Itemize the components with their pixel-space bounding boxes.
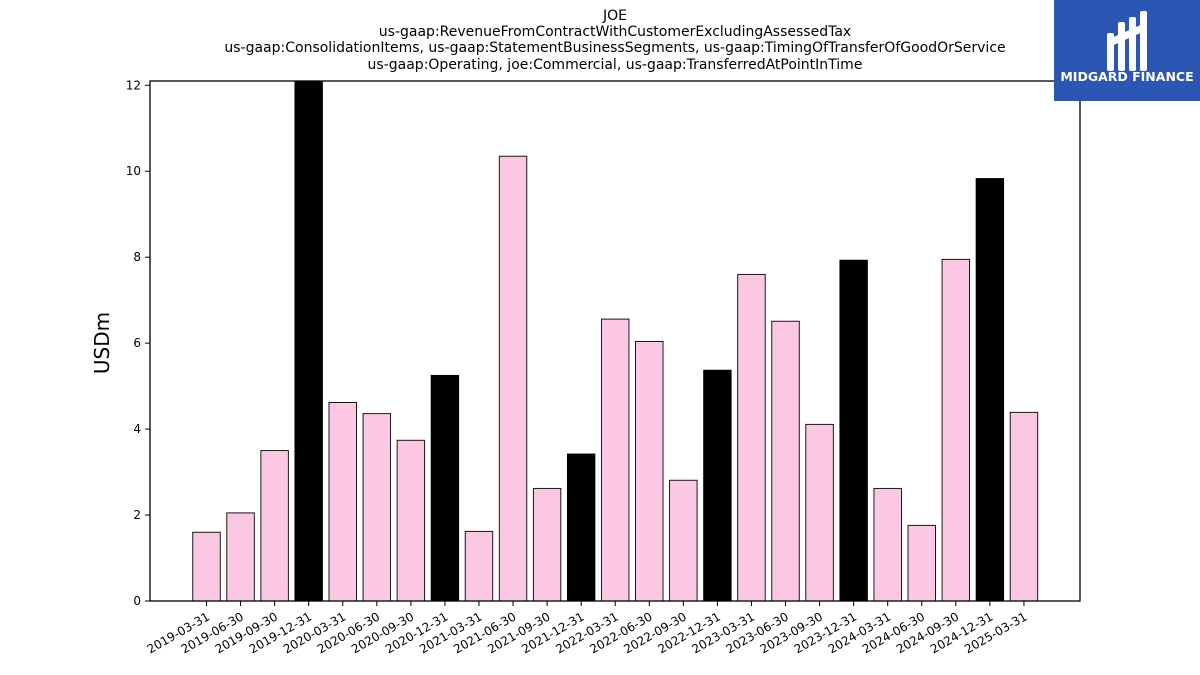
bar-2020-06-30 bbox=[362, 413, 391, 601]
y-tick-label: 12 bbox=[126, 78, 141, 92]
title-line-2: us-gaap:RevenueFromContractWithCustomerE… bbox=[379, 24, 851, 40]
bar-2021-03-31 bbox=[464, 530, 494, 601]
y-tick-label: 4 bbox=[133, 422, 141, 436]
bar-2019-12-31 bbox=[294, 81, 323, 601]
bar-2019-09-30 bbox=[260, 450, 289, 601]
y-tick-label: 8 bbox=[133, 250, 141, 264]
bar-series bbox=[192, 81, 1039, 601]
bar-2021-06-30 bbox=[498, 155, 528, 601]
midgard-finance-logo: MIDGARD FINANCE bbox=[1054, 0, 1200, 101]
bar-2021-09-30 bbox=[532, 487, 562, 601]
bar-2019-06-30 bbox=[226, 512, 255, 601]
bar-2019-03-31 bbox=[192, 531, 221, 601]
bar-2023-06-30 bbox=[771, 320, 800, 601]
title-line-4: us-gaap:Operating, joe:Commercial, us-ga… bbox=[368, 57, 863, 73]
midgard-logo-icon bbox=[1107, 11, 1147, 71]
bar-2022-03-31 bbox=[601, 318, 630, 601]
bar-2023-12-31 bbox=[839, 259, 868, 601]
bar-2025-03-31 bbox=[1009, 411, 1039, 601]
bar-2023-03-31 bbox=[737, 273, 766, 601]
bar-2024-03-31 bbox=[873, 487, 902, 601]
y-tick-label: 0 bbox=[133, 594, 141, 608]
bar-2020-03-31 bbox=[328, 402, 357, 601]
bar-2022-06-30 bbox=[635, 340, 664, 601]
bar-2024-09-30 bbox=[941, 258, 971, 601]
y-axis-label: USDm bbox=[90, 312, 114, 374]
bar-2024-06-30 bbox=[907, 524, 936, 601]
y-axis-ticks: 0 2 4 6 8 10 12 bbox=[126, 78, 150, 608]
bar-2023-09-30 bbox=[805, 423, 834, 601]
bar-2022-12-31 bbox=[703, 369, 732, 601]
bar-2024-12-31 bbox=[975, 178, 1005, 601]
y-tick-label: 6 bbox=[133, 336, 141, 350]
y-tick-label: 2 bbox=[133, 508, 141, 522]
title-line-3: us-gaap:ConsolidationItems, us-gaap:Stat… bbox=[224, 40, 1005, 56]
bar-2021-12-31 bbox=[566, 453, 596, 601]
chart-title: JOE us-gaap:RevenueFromContractWithCusto… bbox=[224, 8, 1005, 73]
bar-2020-12-31 bbox=[430, 374, 460, 601]
plot-frame bbox=[149, 80, 1081, 602]
bar-2022-09-30 bbox=[669, 479, 698, 601]
bar-2020-09-30 bbox=[396, 439, 426, 601]
x-axis-ticks: 2019-03-312019-06-302019-09-302019-12-31… bbox=[145, 601, 1029, 656]
logo-text: MIDGARD FINANCE bbox=[1060, 69, 1193, 84]
y-tick-label: 10 bbox=[126, 164, 141, 178]
title-line-1: JOE bbox=[602, 8, 627, 24]
logo-background bbox=[1054, 0, 1200, 101]
